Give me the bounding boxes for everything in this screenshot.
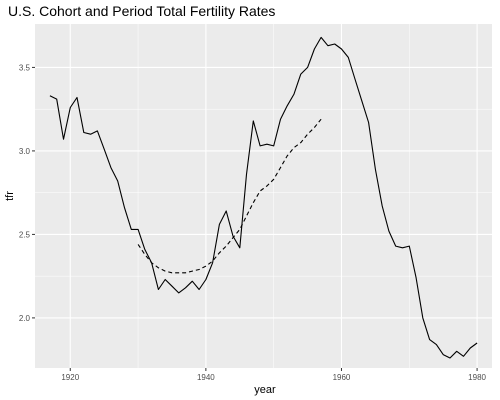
solid-series-line bbox=[49, 36, 478, 359]
data-series bbox=[49, 36, 478, 359]
chart-title: U.S. Cohort and Period Total Fertility R… bbox=[8, 3, 275, 19]
x-tick-label: 1960 bbox=[333, 373, 351, 382]
plot-panel bbox=[35, 24, 492, 368]
y-tick-label: 2.0 bbox=[19, 314, 31, 323]
y-tick-label: 2.5 bbox=[19, 230, 31, 239]
x-axis-title: year bbox=[254, 384, 276, 396]
y-tick-label: 3.0 bbox=[19, 147, 31, 156]
y-tick-label: 3.5 bbox=[19, 63, 31, 72]
x-tick-label: 1980 bbox=[468, 373, 486, 382]
y-axis-title: tfr bbox=[4, 191, 16, 201]
dashed-series-line bbox=[137, 118, 322, 274]
x-tick-label: 1920 bbox=[61, 373, 79, 382]
x-tick-label: 1940 bbox=[197, 373, 215, 382]
grid-lines bbox=[35, 24, 492, 368]
axis-ticks: 1920 1940 1960 1980 2.0 2.5 3.0 3.5 bbox=[19, 63, 487, 382]
